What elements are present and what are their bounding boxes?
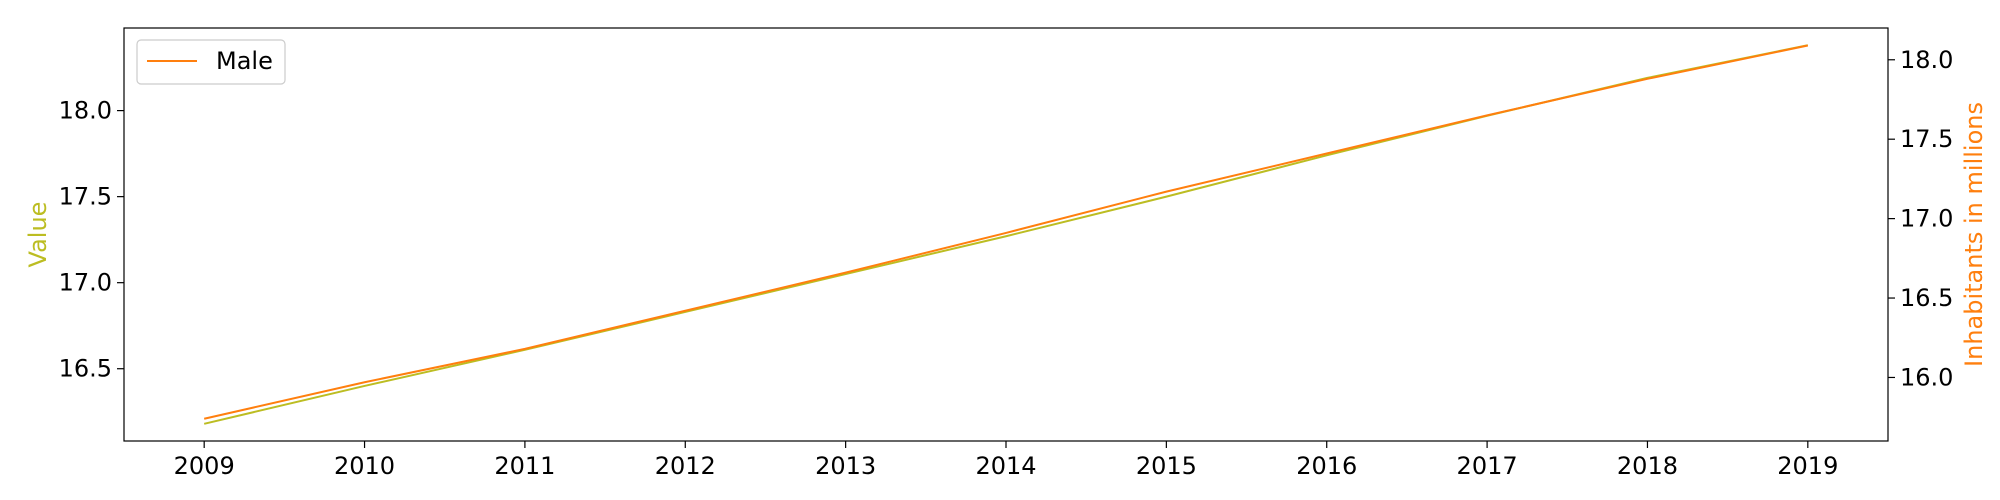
x-tick-label: 2009 xyxy=(174,452,235,480)
x-tick-label: 2019 xyxy=(1777,452,1838,480)
right-y-tick-label: 17.0 xyxy=(1900,205,1953,233)
right-y-tick-label: 16.0 xyxy=(1900,363,1953,391)
x-tick-label: 2016 xyxy=(1296,452,1357,480)
x-tick-label: 2010 xyxy=(334,452,395,480)
x-tick-label: 2013 xyxy=(815,452,876,480)
x-tick-label: 2014 xyxy=(975,452,1036,480)
x-tick-label: 2011 xyxy=(494,452,555,480)
value-series-line xyxy=(203,44,1809,425)
right-y-tick-label: 18.0 xyxy=(1900,46,1953,74)
x-tick-label: 2017 xyxy=(1457,452,1518,480)
x-tick-label: 2018 xyxy=(1617,452,1678,480)
x-tick-label: 2012 xyxy=(655,452,716,480)
left-y-tick-label: 18.0 xyxy=(59,97,112,125)
right-y-tick-label: 17.5 xyxy=(1900,125,1953,153)
left-y-axis-title: Value xyxy=(24,202,52,268)
left-y-axis: 16.5 17.0 17.5 18.0 xyxy=(59,97,124,383)
left-y-tick-label: 16.5 xyxy=(59,355,112,383)
series-line-male xyxy=(203,44,1809,420)
right-y-axis-title: Inhabitants in millions xyxy=(1960,102,1988,367)
plot-frame xyxy=(123,27,1889,442)
right-y-axis: 16.0 16.5 17.0 17.5 18.0 xyxy=(1888,46,1953,391)
x-axis: 2009 2010 2011 2012 2013 2014 2015 2016 2017 2018… xyxy=(174,441,1838,480)
legend-label-male: Male xyxy=(216,47,273,75)
legend-box xyxy=(136,39,286,85)
x-tick-label: 2015 xyxy=(1136,452,1197,480)
legend: Male xyxy=(136,39,286,85)
left-y-tick-label: 17.5 xyxy=(59,183,112,211)
right-y-tick-label: 16.5 xyxy=(1900,284,1953,312)
left-y-tick-label: 17.0 xyxy=(59,269,112,297)
